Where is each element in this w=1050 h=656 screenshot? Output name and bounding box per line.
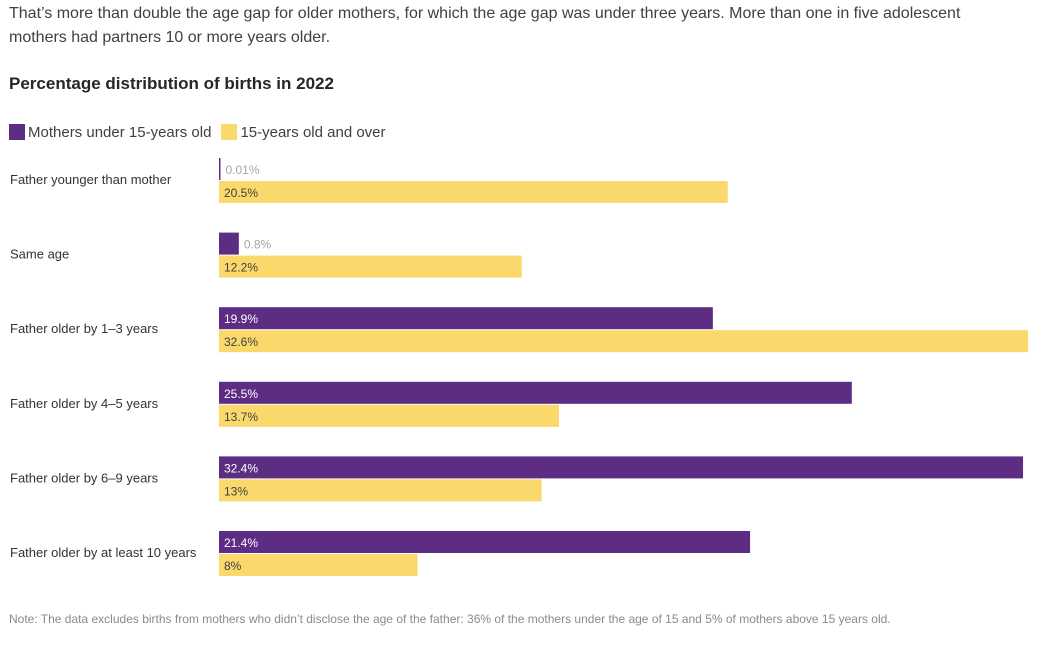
legend-item-over15: 15-years old and over bbox=[221, 123, 386, 141]
legend-label-over15: 15-years old and over bbox=[240, 123, 386, 141]
category-label: Father older by 4–5 years bbox=[10, 396, 159, 411]
bar-under15 bbox=[219, 456, 1024, 479]
data-label-under15: 19.9% bbox=[224, 312, 258, 326]
category-label: Father younger than mother bbox=[10, 172, 172, 187]
bar-chart: Father younger than mother 0.01% 20.5% Same… bbox=[10, 158, 1028, 576]
category-label: Father older by 6–9 years bbox=[10, 470, 159, 485]
category-label: Father older by at least 10 years bbox=[10, 545, 197, 560]
bar-under15 bbox=[219, 531, 751, 553]
chart-legend: Mothers under 15-years old 15-years old … bbox=[9, 122, 396, 142]
data-label-under15: 25.5% bbox=[224, 387, 258, 401]
bar-under15 bbox=[219, 307, 713, 330]
data-label-over15: 13.7% bbox=[224, 410, 258, 424]
data-label-over15: 13% bbox=[224, 484, 248, 498]
bar-over15 bbox=[219, 404, 559, 427]
bar-under15 bbox=[219, 158, 221, 180]
data-label-under15: 32.4% bbox=[224, 461, 258, 475]
bar-under15 bbox=[219, 381, 852, 404]
legend-swatch-over15 bbox=[221, 124, 238, 140]
bar-over15 bbox=[219, 554, 418, 576]
bar-under15 bbox=[219, 232, 239, 255]
legend-item-under15: Mothers under 15-years old bbox=[9, 124, 211, 141]
bar-over15 bbox=[219, 330, 1028, 353]
data-label-under15: 0.01% bbox=[226, 163, 260, 177]
bar-over15 bbox=[219, 181, 728, 203]
category-label: Same age bbox=[10, 247, 69, 262]
data-label-under15: 21.4% bbox=[224, 536, 258, 550]
category-label: Father older by 1–3 years bbox=[10, 321, 159, 336]
chart-title: Percentage distribution of births in 202… bbox=[9, 74, 334, 93]
data-label-over15: 32.6% bbox=[224, 335, 258, 349]
data-label-over15: 20.5% bbox=[224, 186, 258, 200]
bar-over15 bbox=[219, 255, 522, 278]
data-label-over15: 12.2% bbox=[224, 261, 258, 275]
data-label-over15: 8% bbox=[224, 559, 242, 573]
intro-paragraph: That’s more than double the age gap for … bbox=[9, 5, 961, 46]
chart-note: Note: The data excludes births from moth… bbox=[9, 612, 891, 626]
legend-label-under15: Mothers under 15-years old bbox=[28, 123, 212, 141]
legend-swatch-under15 bbox=[9, 124, 25, 140]
data-label-under15: 0.8% bbox=[244, 238, 272, 252]
bar-over15 bbox=[219, 479, 542, 502]
